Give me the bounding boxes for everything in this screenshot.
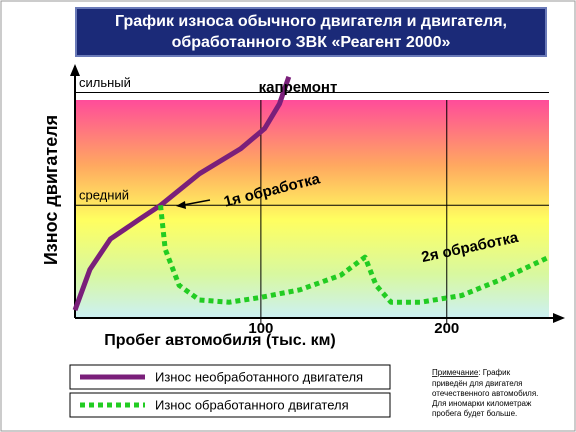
x-tick-label: 200: [434, 320, 459, 337]
x-axis-label: Пробег автомобиля (тыс. км): [104, 332, 336, 349]
series-line: [72, 75, 292, 311]
plot-background: [75, 100, 549, 318]
chart-title: График износа обычного двигателя и двига…: [115, 13, 507, 30]
title-box: [75, 7, 547, 57]
note-line: приведён для двигателя: [432, 379, 523, 388]
annotation: капремонт: [259, 79, 338, 96]
x-axis-arrow: [553, 313, 565, 323]
legend-label: Износ обработанного двигателя: [155, 397, 349, 412]
y-tick-label: средний: [79, 188, 129, 203]
y-tick-label: сильный: [79, 75, 131, 90]
x-tick-label: 100: [248, 320, 273, 337]
y-axis-label: Износ двигателя: [41, 115, 61, 265]
note-text: Примечание: График: [432, 368, 511, 377]
note-line: : График: [478, 368, 510, 377]
note-line: Для иномарки километраж: [432, 399, 532, 408]
note-label: Примечание: [432, 368, 479, 377]
series-line: [158, 205, 551, 305]
annotation-arrowhead: [176, 201, 186, 209]
y-axis-arrow: [70, 64, 80, 76]
legend-box: [69, 392, 391, 418]
chart-subtitle: обработанного ЗВК «Реагент 2000»: [172, 34, 451, 51]
legend-label: Износ необработанного двигателя: [155, 369, 363, 384]
note-line: пробега будет больше.: [432, 409, 517, 418]
legend: Износ необработанного двигателя Износ обр…: [69, 364, 391, 418]
note-line: отечественного автомобиля.: [432, 389, 538, 398]
note: Примечание: График приведён для двигателя…: [432, 368, 538, 418]
